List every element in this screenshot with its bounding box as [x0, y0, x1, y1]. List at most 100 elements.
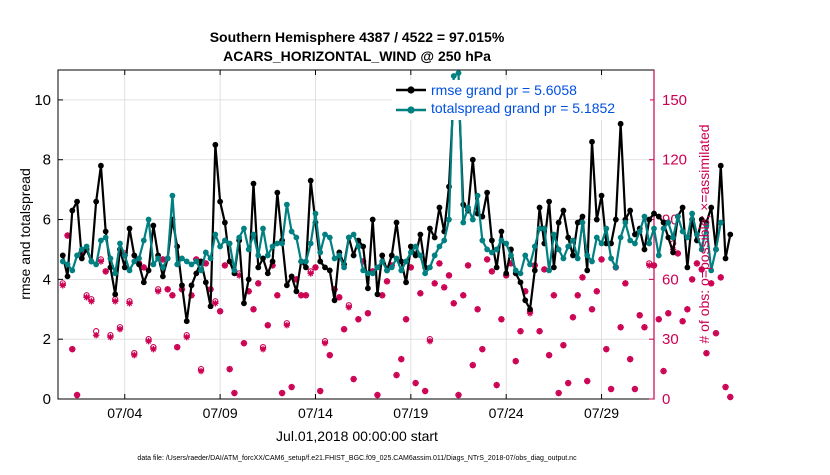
- totalspread-point: [498, 237, 505, 244]
- obs-assimilated-marker: [259, 345, 267, 353]
- obs-assimilated-marker: [636, 312, 643, 319]
- obs-assimilated-marker: [450, 300, 457, 307]
- totalspread-point: [336, 252, 343, 259]
- obs-assimilated-marker: [140, 264, 148, 271]
- obs-assimilated-marker: [660, 367, 667, 375]
- rmse-point: [589, 138, 595, 145]
- obs-assimilated-marker: [278, 389, 286, 397]
- x-tick-label: 07/04: [107, 405, 142, 421]
- legend-spread-label: totalspread grand pr = 5.1852: [431, 100, 615, 116]
- totalspread-point: [341, 264, 347, 271]
- obs-assimilated-marker: [245, 288, 252, 295]
- obs-assimilated-marker: [364, 310, 372, 317]
- rmse-point: [360, 243, 367, 250]
- y-axis-right-label: # of obs: o=possible; ×=assimilated: [696, 124, 712, 343]
- obs-assimilated-marker: [350, 375, 357, 383]
- totalspread-point: [107, 255, 114, 262]
- obs-assimilated-marker: [112, 298, 119, 305]
- obs-assimilated-marker: [398, 355, 405, 363]
- rmse-point: [317, 258, 324, 265]
- rmse-point: [69, 207, 76, 214]
- obs-assimilated-marker: [693, 260, 701, 267]
- totalspread-point: [326, 234, 333, 241]
- obs-assimilated-marker: [69, 345, 76, 353]
- totalspread-point: [488, 249, 495, 256]
- rmse-point: [288, 273, 295, 280]
- obs-assimilated-marker: [421, 387, 429, 395]
- totalspread-point: [183, 258, 190, 265]
- obs-assimilated-marker: [607, 385, 615, 393]
- obs-assimilated-marker: [97, 258, 105, 265]
- y-right-tick-label: 0: [662, 391, 670, 408]
- totalspread-point: [369, 270, 376, 277]
- totalspread-point: [83, 243, 90, 250]
- y-left-tick-label: 6: [43, 212, 51, 229]
- x-tick-label: 07/14: [298, 405, 333, 421]
- obs-assimilated-marker: [345, 304, 353, 311]
- obs-assimilated-marker: [445, 272, 453, 279]
- totalspread-point: [608, 255, 614, 262]
- rmse-point: [574, 219, 581, 226]
- totalspread-point: [403, 258, 409, 265]
- rmse-point: [598, 192, 605, 199]
- totalspread-point: [617, 234, 624, 241]
- obs-assimilated-marker: [235, 272, 243, 279]
- totalspread-point: [508, 252, 514, 259]
- obs-assimilated-marker: [593, 288, 600, 295]
- totalspread-point: [674, 213, 681, 220]
- obs-assimilated-marker: [674, 250, 682, 257]
- totalspread-point: [646, 240, 653, 247]
- obs-assimilated-marker: [169, 292, 176, 299]
- totalspread-point: [684, 234, 691, 241]
- rmse-point: [393, 219, 400, 226]
- rmse-point: [412, 252, 419, 259]
- rmse-point: [245, 276, 252, 283]
- rmse-point: [307, 177, 314, 184]
- obs-assimilated-marker: [383, 278, 391, 285]
- rmse-point: [264, 270, 271, 277]
- totalspread-point: [622, 219, 629, 226]
- rmse-point: [427, 225, 433, 232]
- totalspread-point: [698, 246, 705, 253]
- totalspread-point: [579, 219, 586, 226]
- rmse-point: [550, 264, 557, 271]
- obs-assimilated-marker: [102, 268, 109, 275]
- rmse-point: [665, 234, 672, 241]
- obs-assimilated-marker: [264, 322, 271, 329]
- y-axis-left-label: rmse and totalspread: [17, 168, 33, 300]
- rmse-point: [374, 291, 381, 298]
- obs-assimilated-marker: [526, 310, 534, 317]
- totalspread-point: [264, 252, 271, 259]
- totalspread-point: [703, 222, 710, 229]
- rmse-point: [159, 273, 166, 280]
- totalspread-point: [641, 213, 648, 220]
- y-left-tick-label: 8: [43, 152, 51, 169]
- obs-assimilated-marker: [297, 292, 305, 299]
- totalspread-point: [713, 246, 719, 253]
- rmse-point: [593, 216, 600, 223]
- rmse-point: [126, 225, 133, 232]
- obs-assimilated-marker: [460, 292, 467, 299]
- obs-assimilated-marker: [126, 300, 133, 307]
- y-left-tick-label: 10: [34, 92, 51, 109]
- obs-assimilated-marker: [555, 389, 562, 397]
- obs-assimilated-marker: [436, 260, 443, 267]
- rmse-point: [207, 303, 214, 310]
- obs-assimilated-marker: [326, 351, 333, 359]
- obs-assimilated-marker: [197, 367, 205, 375]
- totalspread-point: [59, 258, 66, 265]
- obs-assimilated-marker: [455, 391, 462, 399]
- chart-title: Southern Hemisphere 4387 / 4522 = 97.015…: [210, 29, 505, 45]
- totalspread-point: [431, 252, 438, 259]
- obs-assimilated-marker: [240, 339, 248, 347]
- totalspread-point: [317, 249, 324, 256]
- obs-assimilated-marker: [321, 339, 329, 347]
- obs-assimilated-marker: [73, 391, 81, 399]
- rmse-point: [407, 243, 414, 250]
- rmse-point: [651, 210, 657, 217]
- chart-subtitle: ACARS_HORIZONTAL_WIND @ 250 hPa: [223, 48, 491, 64]
- y-right-tick-label: 120: [662, 152, 687, 169]
- rmse-point: [546, 198, 553, 205]
- rmse-point: [260, 255, 266, 262]
